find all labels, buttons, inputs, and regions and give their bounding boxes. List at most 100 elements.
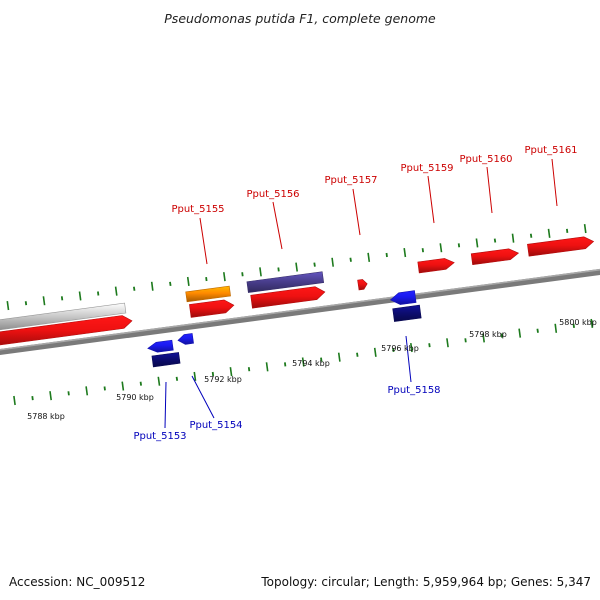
reverse-tick — [356, 352, 359, 357]
reverse-tick — [572, 323, 575, 329]
reverse-leader-line — [405, 335, 412, 383]
forward-tick — [133, 286, 136, 291]
forward-tick — [223, 272, 226, 282]
scale-label: 5792 kbp — [204, 375, 242, 384]
genome-title: Pseudomonas putida F1, complete genome — [164, 11, 436, 26]
forward-gene-label[interactable]: Pput_5156 — [246, 189, 299, 200]
reverse-tick-track — [13, 318, 594, 406]
reverse-tick — [590, 318, 594, 329]
forward-leader-line — [427, 175, 435, 224]
forward-tick — [114, 286, 118, 296]
forward-tick — [331, 257, 334, 267]
reverse-tick — [554, 323, 558, 333]
reverse-gene-block[interactable] — [151, 352, 181, 368]
forward-tick — [439, 243, 443, 253]
forward-tick — [24, 301, 28, 306]
forward-leader-line — [352, 188, 361, 236]
scale-label: 5798 kbp — [469, 330, 507, 339]
reverse-tick — [31, 395, 34, 401]
reverse-tick — [464, 338, 467, 343]
forward-tick — [529, 233, 533, 238]
reverse-gene-arrow[interactable] — [147, 339, 174, 353]
forward-tick — [6, 300, 10, 311]
forward-tick — [457, 243, 461, 248]
forward-tick — [205, 276, 208, 282]
forward-tick — [583, 223, 587, 234]
forward-tick — [277, 267, 280, 272]
reverse-leader-line — [191, 375, 215, 419]
forward-leader-line — [551, 158, 558, 207]
forward-leader-line — [199, 217, 208, 265]
forward-gene-block[interactable] — [0, 302, 127, 333]
scale-label: 5796 kbp — [381, 344, 419, 353]
forward-tick — [295, 262, 298, 272]
reverse-tick — [265, 362, 269, 372]
reverse-gene-label[interactable]: Pput_5158 — [387, 385, 440, 396]
forward-tick — [60, 296, 64, 301]
reverse-gene-block[interactable] — [392, 304, 422, 322]
gene-labels: Pput_5155 Pput_5156 Pput_5157 Pput_5159 Pput… — [133, 145, 577, 442]
reverse-tick — [320, 357, 323, 362]
forward-tick — [42, 296, 46, 306]
reverse-tick — [175, 376, 179, 381]
forward-tick — [241, 272, 244, 277]
forward-gene-arrow[interactable] — [417, 258, 455, 274]
forward-gene-label[interactable]: Pput_5161 — [524, 145, 577, 156]
reverse-tick — [410, 342, 413, 353]
forward-tick — [78, 291, 82, 301]
reverse-tick — [247, 367, 251, 372]
reverse-tick — [67, 391, 70, 396]
forward-gene-arrow[interactable] — [250, 286, 326, 309]
forward-leader-line — [486, 166, 493, 214]
forward-tick — [403, 247, 407, 258]
reverse-tick — [500, 333, 503, 338]
scale-label: 5800 kbp — [559, 318, 597, 327]
forward-tick — [511, 233, 515, 243]
forward-tick — [186, 276, 190, 287]
reverse-gene-label[interactable]: Pput_5153 — [133, 431, 186, 442]
forward-leader-line — [272, 201, 283, 250]
forward-tick — [385, 252, 388, 258]
forward-tick — [367, 252, 371, 263]
forward-gene-arrow[interactable] — [470, 248, 520, 266]
reverse-tick — [139, 381, 142, 386]
reverse-tick — [13, 395, 16, 406]
forward-gene-arrow[interactable] — [0, 315, 133, 348]
forward-gene-block[interactable] — [185, 285, 231, 303]
forward-gene-arrow[interactable] — [357, 279, 368, 291]
backbone-highlight — [0, 268, 600, 351]
forward-gene-arrow[interactable] — [189, 299, 235, 318]
reverse-gene-label[interactable]: Pput_5154 — [189, 420, 242, 431]
accession-text: Accession: NC_009512 — [9, 575, 146, 589]
reverse-tick — [428, 343, 431, 348]
reverse-tick — [157, 376, 161, 386]
reverse-tick — [49, 391, 52, 401]
forward-gene-label[interactable]: Pput_5157 — [324, 175, 377, 186]
forward-gene-label[interactable]: Pput_5160 — [459, 154, 512, 165]
reverse-tick — [229, 367, 233, 377]
reverse-tick — [284, 362, 287, 367]
reverse-tick — [103, 386, 106, 391]
reverse-tick — [85, 386, 89, 396]
forward-gene-label[interactable]: Pput_5155 — [171, 204, 224, 215]
forward-gene-label[interactable]: Pput_5159 — [400, 163, 453, 174]
gene-features — [0, 236, 595, 368]
reverse-gene-arrow[interactable] — [389, 290, 417, 305]
scale-labels: 5788 kbp 5790 kbp 5792 kbp 5794 kbp 5796 kbp… — [27, 318, 597, 421]
label-leader-lines — [164, 158, 558, 429]
forward-tick — [97, 291, 100, 296]
forward-tick — [566, 228, 569, 234]
forward-tick — [169, 281, 172, 287]
reverse-tick — [301, 357, 305, 367]
forward-tick-track — [6, 223, 587, 311]
reverse-leader-line — [164, 381, 167, 429]
reverse-tick — [121, 381, 125, 391]
forward-gene-block[interactable] — [246, 271, 325, 293]
scale-label: 5790 kbp — [116, 393, 154, 402]
forward-gene-arrow[interactable] — [527, 236, 595, 257]
topology-summary: Topology: circular; Length: 5,959,964 bp… — [261, 575, 591, 589]
reverse-tick — [211, 371, 215, 377]
forward-tick — [150, 281, 154, 291]
reverse-gene-arrow[interactable] — [177, 333, 194, 345]
